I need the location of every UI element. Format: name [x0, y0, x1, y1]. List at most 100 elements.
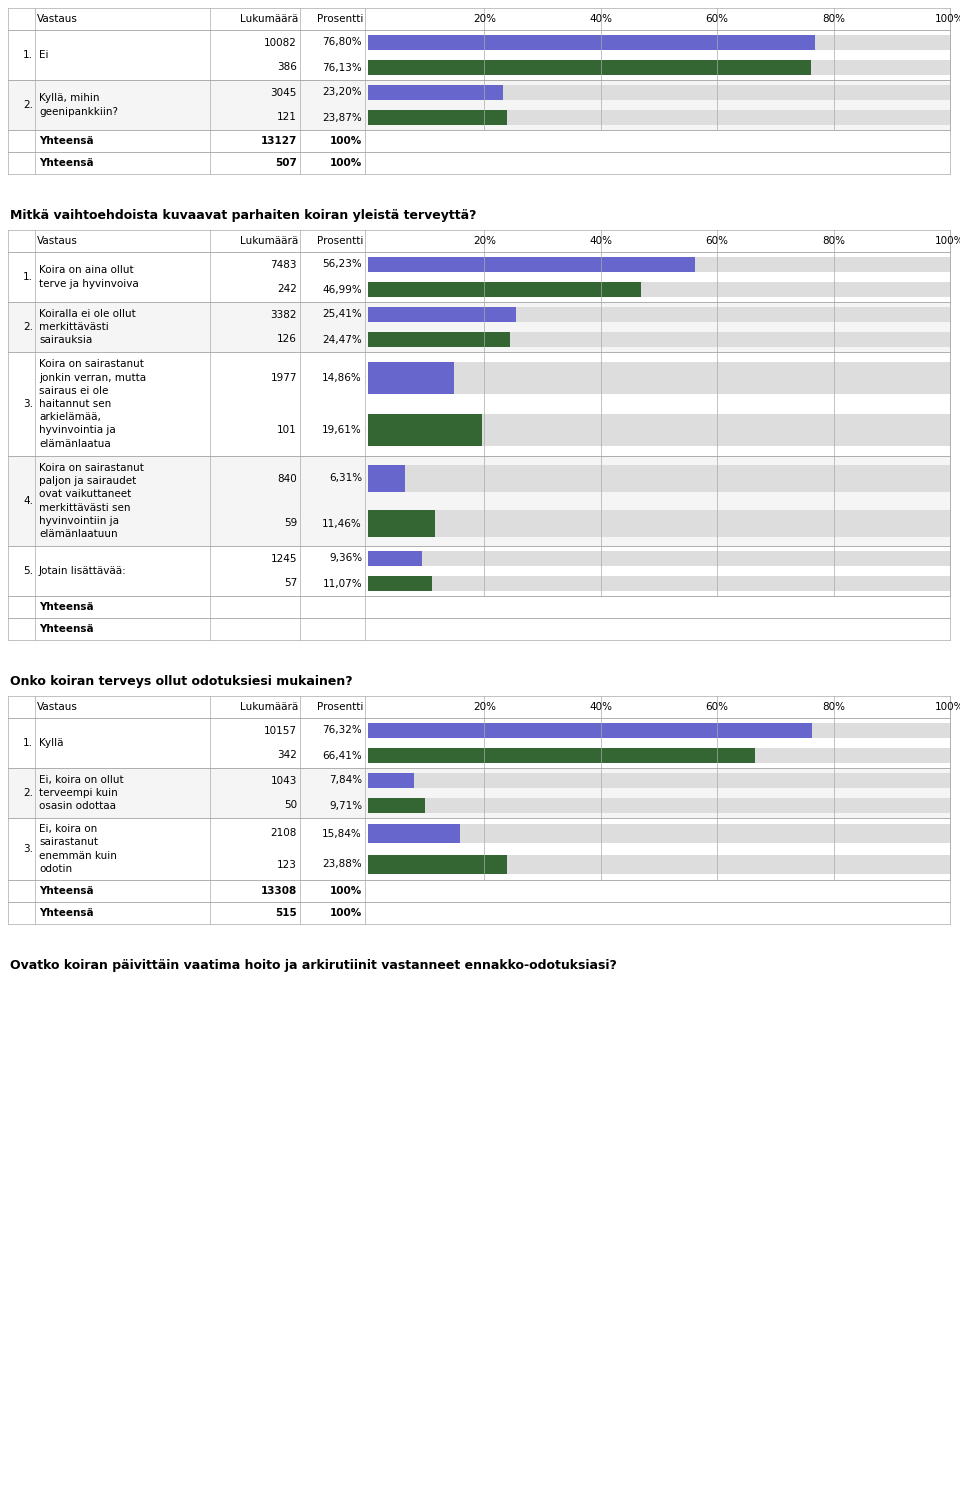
Text: 100%: 100% [329, 158, 362, 168]
Text: 5.: 5. [23, 566, 33, 577]
Text: 3382: 3382 [271, 310, 297, 319]
Text: 123: 123 [277, 860, 297, 870]
Text: 11,07%: 11,07% [323, 578, 362, 589]
Text: Kyllä, mihin
geenipankkiin?: Kyllä, mihin geenipankkiin? [39, 94, 118, 116]
Text: 80%: 80% [822, 702, 845, 712]
Bar [8, 80, 950, 130]
Bar [368, 748, 755, 763]
Bar [8, 152, 950, 174]
Text: 40%: 40% [589, 235, 612, 246]
Text: 15,84%: 15,84% [323, 828, 362, 839]
Bar [8, 818, 950, 881]
Text: 342: 342 [277, 751, 297, 760]
Bar [368, 307, 950, 322]
Text: 1245: 1245 [271, 553, 297, 563]
Bar [368, 773, 950, 788]
Bar [8, 229, 950, 252]
Bar [8, 696, 950, 718]
Text: Ei: Ei [39, 51, 49, 60]
Text: 3045: 3045 [271, 88, 297, 97]
Bar [8, 596, 950, 618]
Text: 2.: 2. [23, 322, 33, 332]
Text: 40%: 40% [589, 13, 612, 24]
Text: Prosentti: Prosentti [317, 13, 363, 24]
Bar [368, 282, 950, 297]
Text: Vastaus: Vastaus [37, 235, 78, 246]
Bar [8, 456, 950, 545]
Text: 1.: 1. [23, 51, 33, 60]
Text: 100%: 100% [935, 702, 960, 712]
Bar [8, 30, 950, 80]
Text: Ei, koira on
sairastanut
enemmän kuin
odotin: Ei, koira on sairastanut enemmän kuin od… [39, 824, 117, 873]
Text: Prosentti: Prosentti [317, 235, 363, 246]
Bar [368, 307, 516, 322]
Text: 46,99%: 46,99% [323, 285, 362, 295]
Text: Vastaus: Vastaus [37, 13, 78, 24]
Text: Yhteensä: Yhteensä [39, 624, 94, 635]
Bar [368, 362, 454, 393]
Bar [368, 282, 641, 297]
Text: 121: 121 [277, 113, 297, 122]
Bar [368, 85, 503, 100]
Text: Koira on sairastanut
jonkin verran, mutta
sairaus ei ole
haitannut sen
arkielämä: Koira on sairastanut jonkin verran, mutt… [39, 359, 146, 448]
Bar [8, 618, 950, 641]
Text: 23,88%: 23,88% [323, 860, 362, 870]
Text: Yhteensä: Yhteensä [39, 907, 94, 918]
Text: Yhteensä: Yhteensä [39, 887, 94, 895]
Text: 23,20%: 23,20% [323, 88, 362, 97]
Text: 19,61%: 19,61% [323, 425, 362, 435]
Text: 60%: 60% [706, 13, 729, 24]
Bar [8, 545, 950, 596]
Bar [8, 881, 950, 901]
Bar [368, 551, 422, 566]
Bar [368, 110, 950, 125]
Bar [8, 252, 950, 302]
Text: 80%: 80% [822, 13, 845, 24]
Text: 3.: 3. [23, 399, 33, 408]
Text: 9,71%: 9,71% [329, 800, 362, 811]
Bar [8, 767, 950, 818]
Text: Koira on sairastanut
paljon ja sairaudet
ovat vaikuttaneet
merkittävästi sen
hyv: Koira on sairastanut paljon ja sairaudet… [39, 463, 144, 539]
Bar [368, 855, 507, 873]
Text: Prosentti: Prosentti [317, 702, 363, 712]
Text: 25,41%: 25,41% [323, 310, 362, 319]
Text: 1.: 1. [23, 273, 33, 282]
Bar [368, 414, 950, 446]
Bar [368, 748, 950, 763]
Text: 840: 840 [277, 474, 297, 483]
Text: 24,47%: 24,47% [323, 334, 362, 344]
Bar [368, 34, 950, 51]
Text: 100%: 100% [935, 13, 960, 24]
Text: 11,46%: 11,46% [323, 519, 362, 529]
Text: 20%: 20% [473, 13, 496, 24]
Text: 386: 386 [277, 63, 297, 73]
Bar [368, 510, 950, 536]
Text: 60%: 60% [706, 702, 729, 712]
Text: 23,87%: 23,87% [323, 113, 362, 122]
Text: 100%: 100% [329, 887, 362, 895]
Text: 40%: 40% [589, 702, 612, 712]
Text: Koira on aina ollut
terve ja hyvinvoiva: Koira on aina ollut terve ja hyvinvoiva [39, 265, 139, 289]
Bar [368, 799, 424, 814]
Bar [368, 332, 950, 347]
Text: 76,32%: 76,32% [323, 726, 362, 736]
Bar [368, 110, 507, 125]
Text: 10082: 10082 [264, 37, 297, 48]
Bar [368, 551, 950, 566]
Text: 6,31%: 6,31% [329, 474, 362, 483]
Text: 2108: 2108 [271, 828, 297, 839]
Text: Onko koiran terveys ollut odotuksiesi mukainen?: Onko koiran terveys ollut odotuksiesi mu… [10, 675, 352, 687]
Text: 515: 515 [276, 907, 297, 918]
Bar [8, 302, 950, 352]
Bar [368, 256, 695, 273]
Text: 4.: 4. [23, 496, 33, 507]
Bar [368, 723, 812, 738]
Bar [368, 362, 950, 393]
Text: Mitkä vaihtoehdoista kuvaavat parhaiten koiran yleistä terveyttä?: Mitkä vaihtoehdoista kuvaavat parhaiten … [10, 209, 476, 222]
Text: Ei, koira on ollut
terveempi kuin
osasin odottaa: Ei, koira on ollut terveempi kuin osasin… [39, 775, 124, 811]
Text: 80%: 80% [822, 235, 845, 246]
Text: 76,80%: 76,80% [323, 37, 362, 48]
Text: Yhteensä: Yhteensä [39, 602, 94, 612]
Bar [8, 352, 950, 456]
Text: Yhteensä: Yhteensä [39, 158, 94, 168]
